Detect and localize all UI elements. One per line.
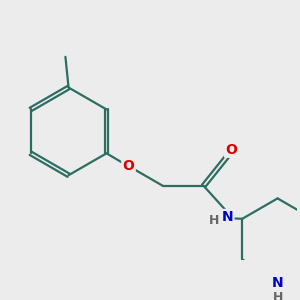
Text: O: O	[122, 159, 134, 173]
Text: N: N	[222, 210, 233, 224]
Text: H: H	[208, 214, 219, 227]
Text: O: O	[225, 142, 237, 157]
Text: H: H	[272, 291, 283, 300]
Text: N: N	[272, 276, 284, 290]
